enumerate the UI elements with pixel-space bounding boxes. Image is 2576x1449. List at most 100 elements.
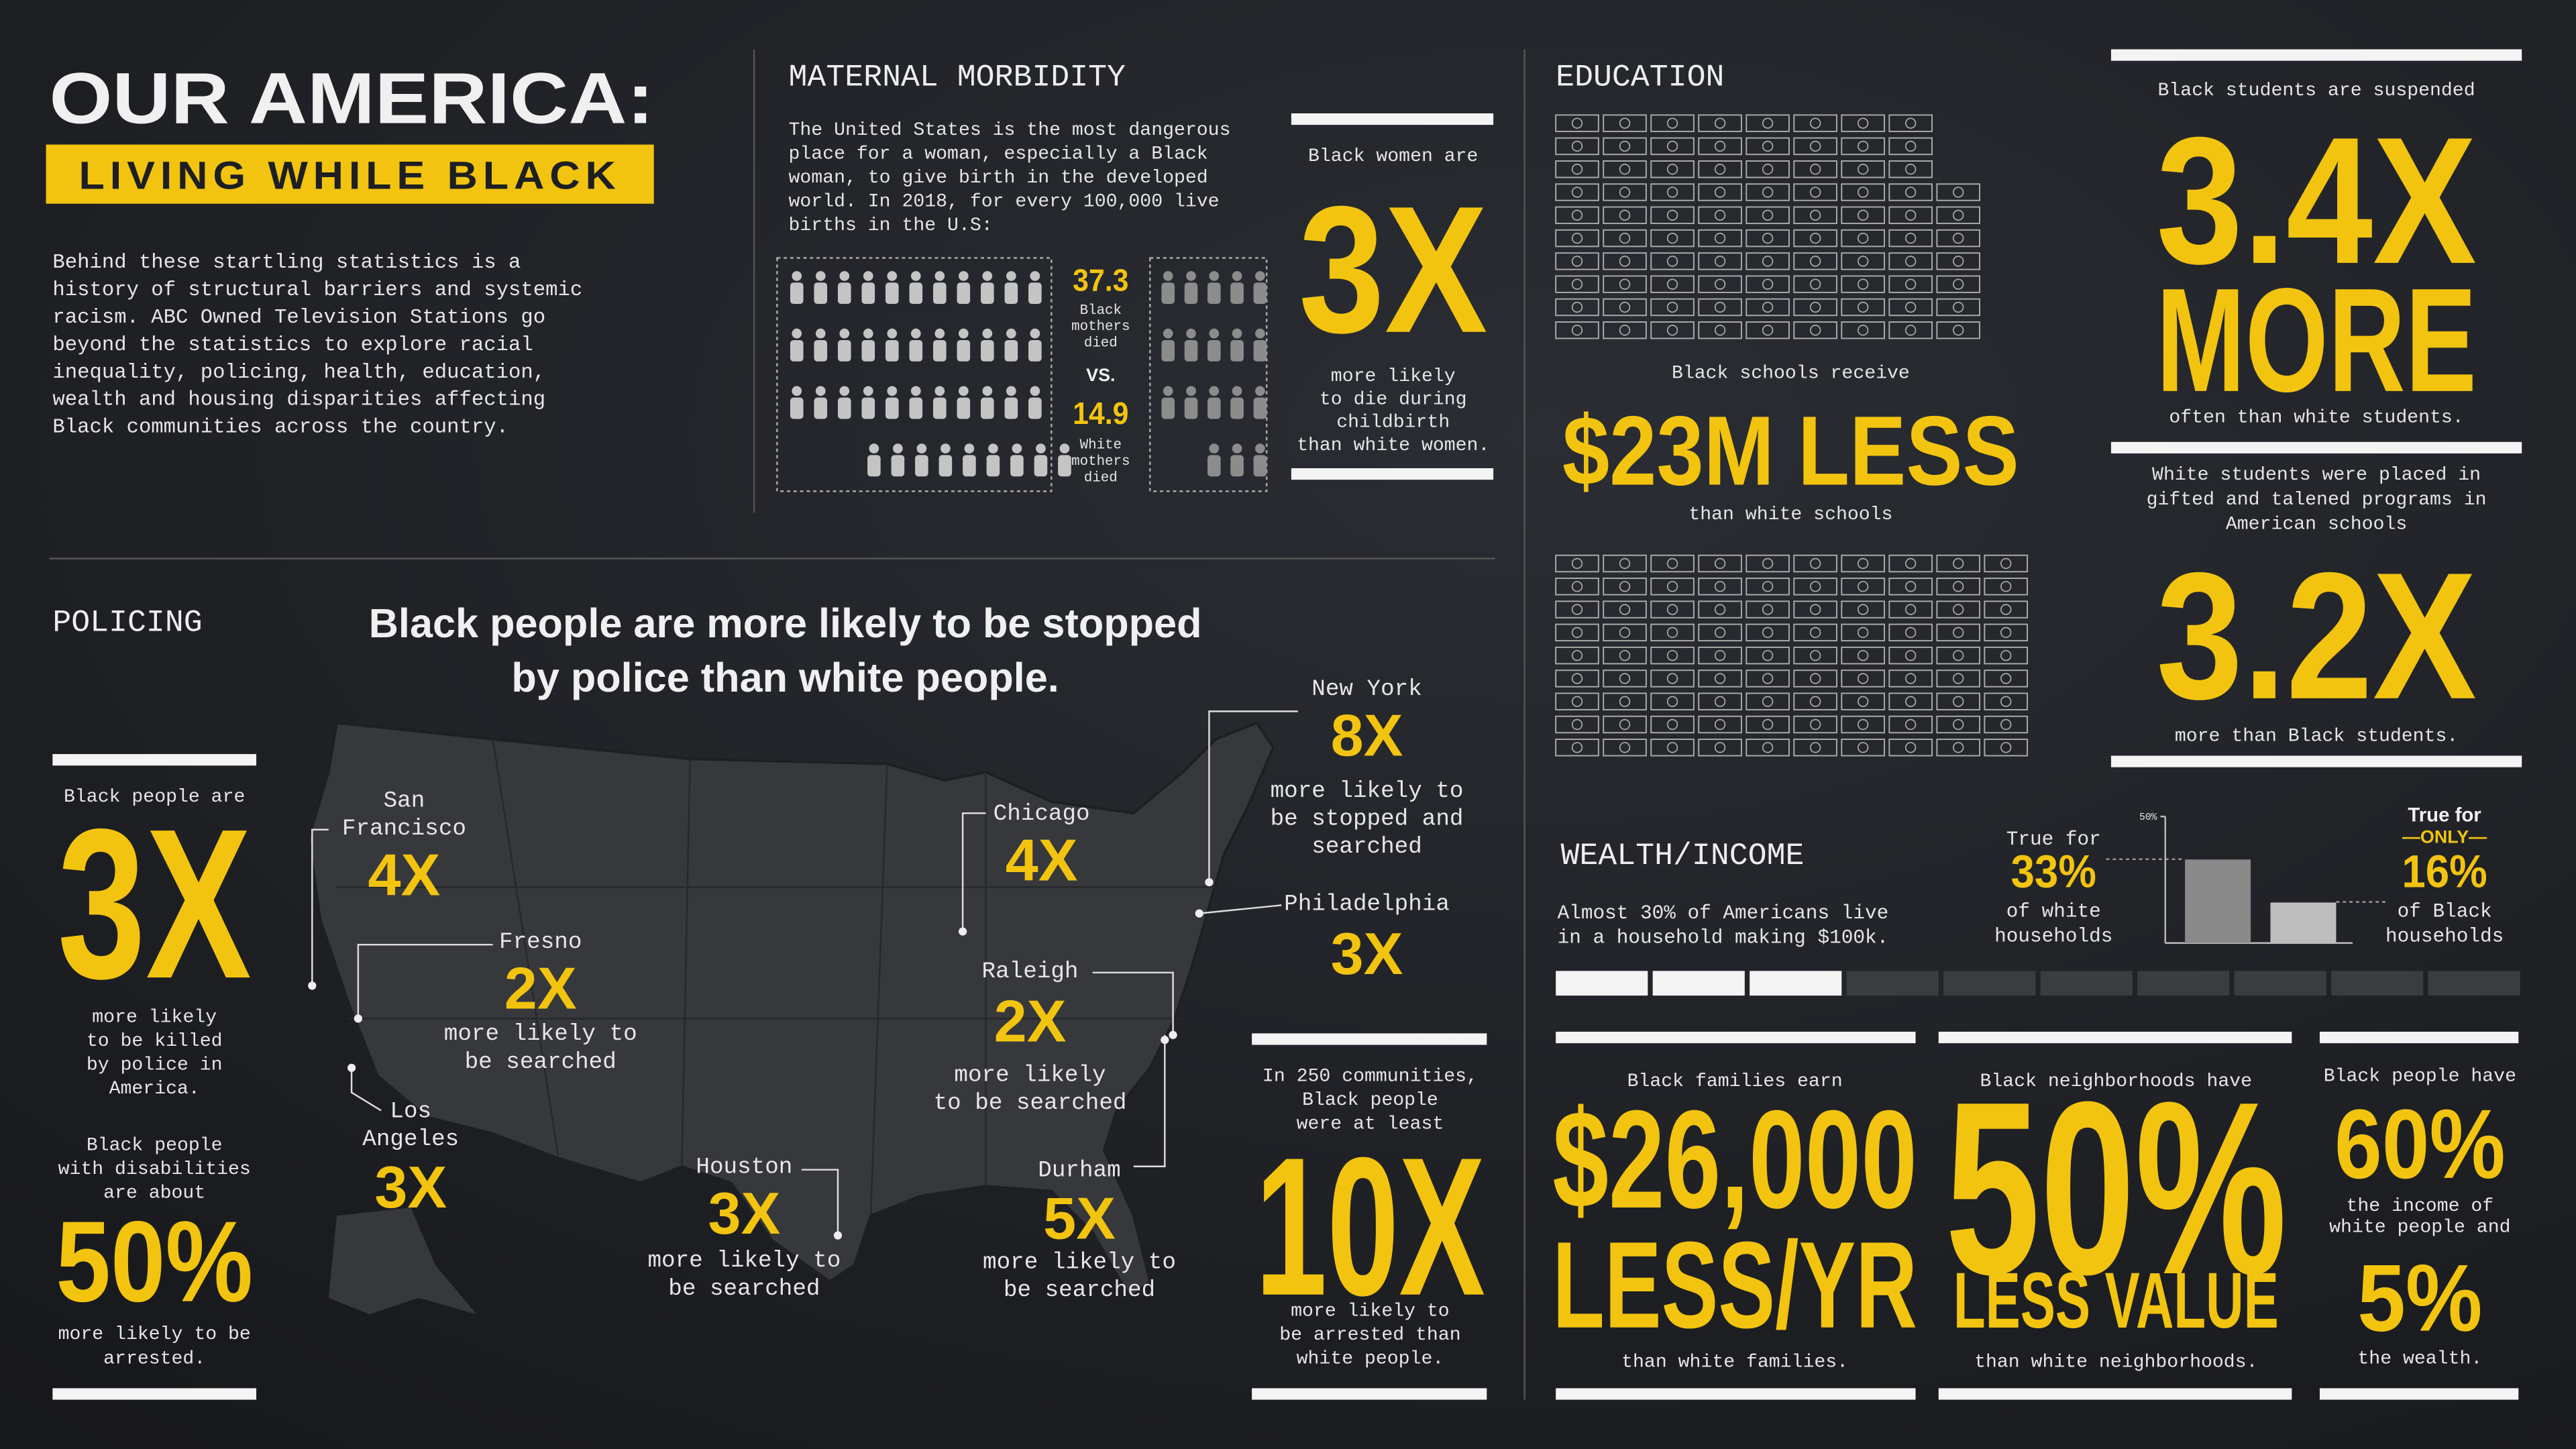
bill-icon [1619,301,1631,313]
bill-icon [1650,252,1695,270]
label: OUR AMERICA: [49,58,653,139]
bill-icon [1841,578,1885,596]
label: mothers [1071,319,1130,335]
bill-icon [1888,692,1933,710]
bill-icon [1666,232,1678,244]
bill-icon [1619,649,1631,661]
bill-icon [1619,325,1631,336]
bill-icon [1650,554,1695,573]
bill-icon [1904,696,1917,707]
bill-icon [1762,278,1774,290]
bill-icon [1571,649,1583,661]
bill-icon [1714,742,1726,753]
bill-icon [1841,715,1885,734]
bill-icon [1555,137,1599,156]
label: be arrested than [1279,1325,1460,1346]
bill-icon [1984,692,2029,710]
bill-icon [1619,557,1631,570]
person-icon [981,282,994,305]
bill-icon [1888,554,1933,573]
bill-icon [1746,715,1790,734]
bill-icon [1555,206,1599,225]
bill-icon [1809,164,1821,175]
person-icon [933,397,947,419]
person-icon [1255,328,1265,339]
bill-icon [1984,554,2029,573]
bill-icon [1888,623,1933,642]
label: be searched [1004,1277,1155,1303]
person-icon [815,271,826,281]
bill-icon [1936,206,1980,225]
label: Raleigh [982,959,1079,985]
label: by police than white people. [511,655,1059,700]
label: of white [2006,901,2101,923]
person-icon [1186,328,1196,339]
bill-icon [1571,627,1583,639]
bill-icon [1793,600,1837,619]
person-icon [981,339,994,362]
bill-icon [1698,137,1742,156]
bar [2270,902,2337,943]
person-icon [1030,328,1040,339]
bill-icon [1809,301,1821,313]
bill-icon [1714,627,1726,639]
bill-icon [1746,646,1790,665]
label: Almost 30% of Americans live [1558,902,1889,924]
bill-icon [1603,252,1647,270]
person-icon [885,397,899,419]
bill-icon [1571,186,1583,198]
bill-icon [1619,140,1631,152]
label: Black neighborhoods have [1980,1071,2253,1092]
bill-icon [1746,692,1790,710]
bill-icon [1603,739,1647,757]
label: to be killed [87,1031,223,1052]
bill-icon [1762,232,1774,244]
bill-icon [1841,229,1885,248]
bill-icon [1841,252,1885,270]
bill-icon [1714,256,1726,267]
bill-icon [1857,278,1869,290]
person-icon [861,282,875,305]
bill-icon [1809,604,1821,615]
person-icon [1012,443,1022,453]
bill-icon [1746,137,1790,156]
bill-icon [1619,117,1631,129]
bill-icon [1809,557,1821,570]
bill-icon [1936,669,1980,688]
label: Houston [696,1155,792,1181]
bill-icon [1952,742,1964,753]
person-icon [910,386,921,396]
bill-icon [1619,742,1631,753]
label: White [1080,438,1122,453]
progress-segment [1556,971,1648,996]
person-icon [792,386,802,396]
bill-icon [1857,164,1869,175]
bill-icon [1650,229,1695,248]
bill-icon [1698,206,1742,225]
bill-icon [1746,206,1790,225]
bill-icon [1603,160,1647,178]
bill-icon [1714,696,1726,707]
bill-icon [1762,325,1774,336]
bill-icon [1984,578,2029,596]
bill-icon [1952,232,1964,244]
bill-icon [1904,581,1917,592]
person-icon [1034,455,1048,477]
bill-icon [1714,140,1726,152]
bill-icon [1603,321,1647,339]
bill-icon [1809,742,1821,753]
bill-icon [1904,301,1917,313]
label: 37.3 [1073,262,1128,297]
bill-icon [1666,742,1678,753]
bill-icon [1746,114,1790,132]
bill-icon [1619,673,1631,684]
label: San [384,788,425,814]
bill-icon [1888,298,1933,317]
bill-icon [1666,140,1678,152]
bill-icon [1650,137,1695,156]
person-icon [1232,328,1242,339]
label: MORE [2156,257,2477,423]
label: $26,000 [1552,1082,1917,1238]
bill-icon [1936,692,1980,710]
label: racism. ABC Owned Television Stations go [52,307,545,329]
